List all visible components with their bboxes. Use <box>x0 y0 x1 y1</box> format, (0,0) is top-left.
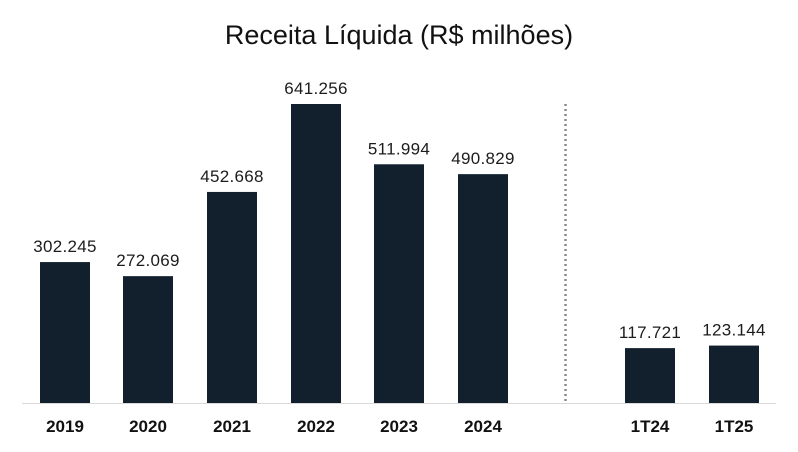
category-label-2019: 2019 <box>46 417 84 436</box>
value-label-1t24: 117.721 <box>619 323 681 342</box>
plot-area: 302.245 2019 272.069 2020 452.668 2021 641.256… <box>22 79 776 436</box>
bar-2021 <box>207 191 257 403</box>
value-label-1t25: 123.144 <box>702 321 766 340</box>
category-label-2021: 2021 <box>213 417 251 436</box>
value-label-2023: 511.994 <box>368 139 430 158</box>
value-label-2022: 641.256 <box>284 79 348 98</box>
category-label-2022: 2022 <box>297 417 335 436</box>
category-label-2023: 2023 <box>380 417 418 436</box>
bar-1t24 <box>625 348 675 403</box>
bar-2024 <box>458 174 508 403</box>
value-label-2024: 490.829 <box>451 149 515 168</box>
bar-2023 <box>374 164 424 403</box>
category-label-1t25: 1T25 <box>715 417 754 436</box>
category-label-1t24: 1T24 <box>631 417 670 436</box>
bar-2022 <box>291 104 341 403</box>
value-label-2021: 452.668 <box>200 167 264 186</box>
category-label-2020: 2020 <box>129 417 167 436</box>
value-label-2019: 302.245 <box>33 237 97 256</box>
value-label-2020: 272.069 <box>116 251 180 270</box>
bar-2020 <box>123 276 173 403</box>
chart-title: Receita Líquida (R$ milhões) <box>225 20 573 50</box>
category-label-2024: 2024 <box>464 417 502 436</box>
bar-2019 <box>40 262 90 403</box>
bar-1t25 <box>709 345 759 403</box>
